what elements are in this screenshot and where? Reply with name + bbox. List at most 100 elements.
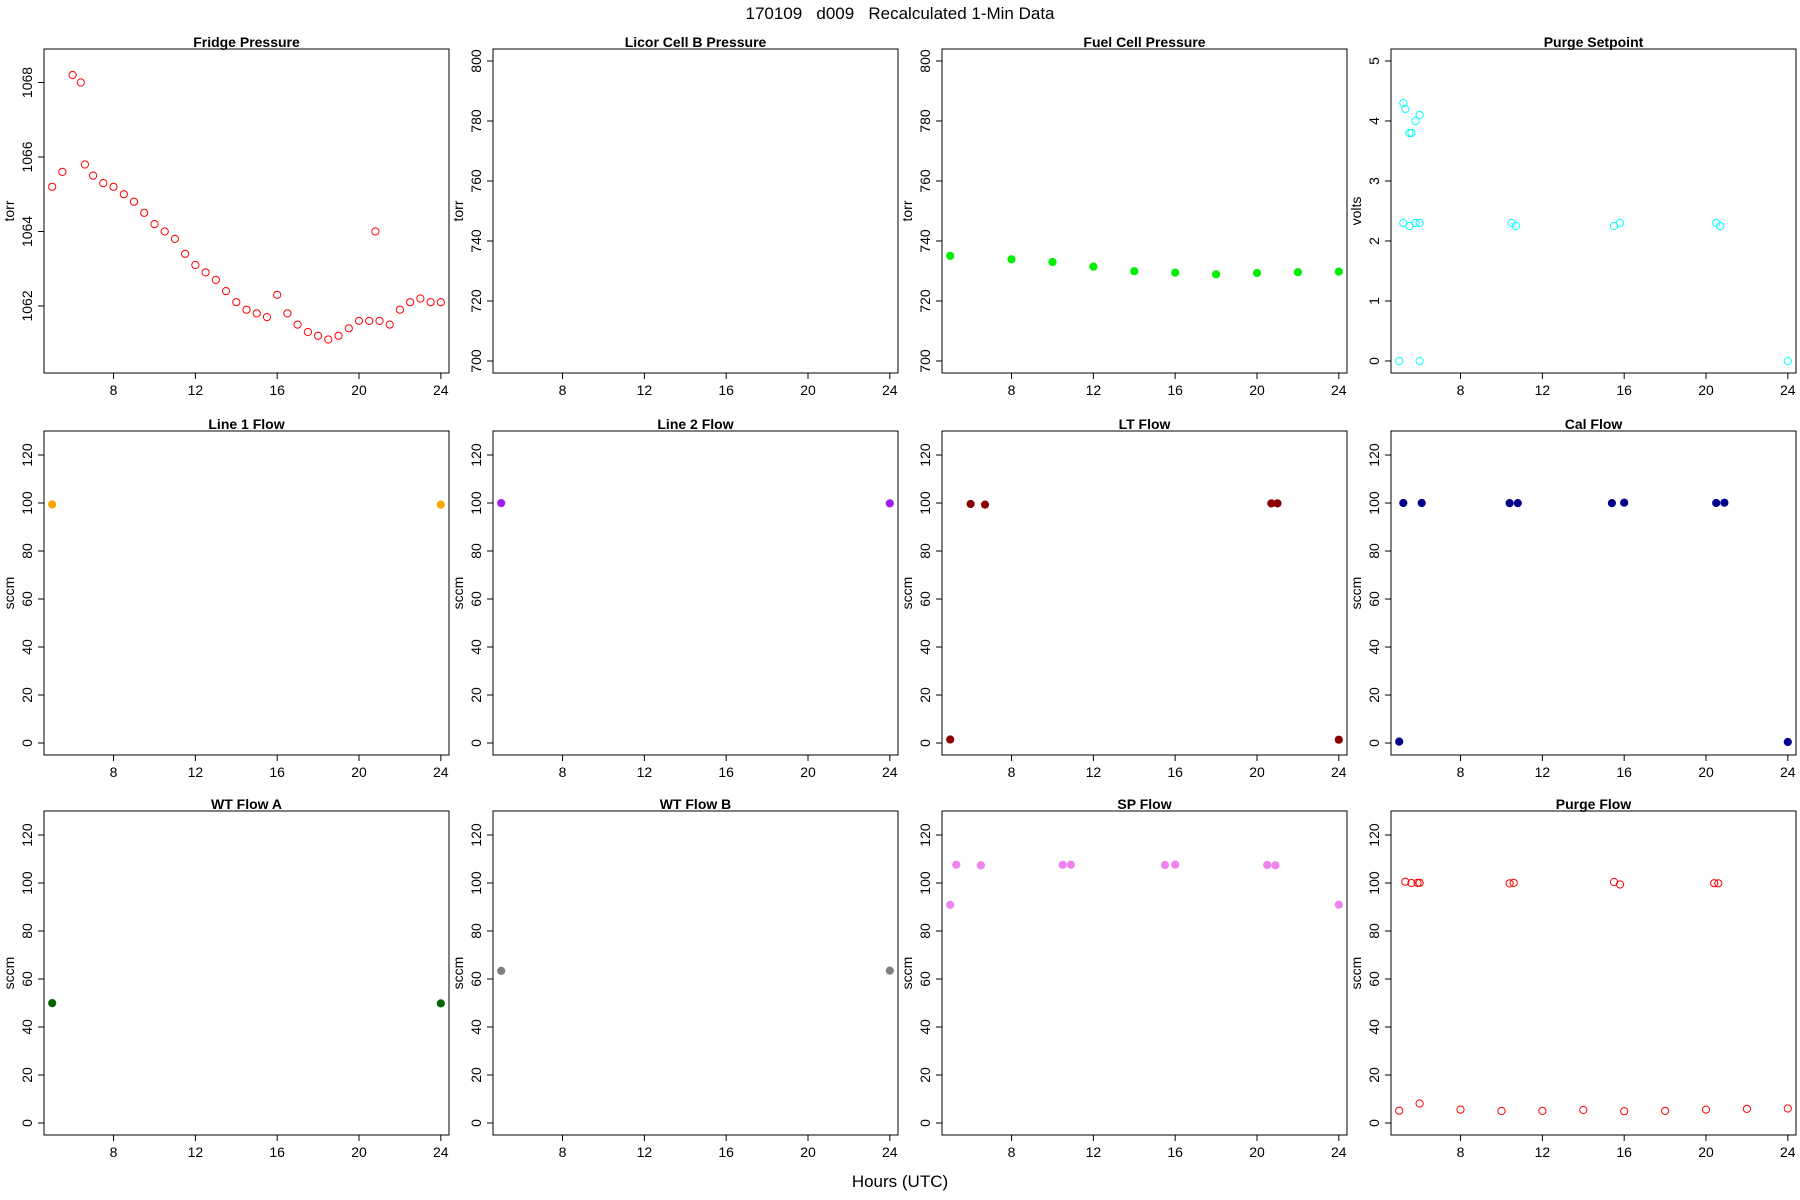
panel-wt-flow-a: WT Flow A 8 12 16 20 24 0 20 40 60 80 100 120 sccm	[1, 796, 450, 1160]
y-tick-label: 40	[468, 1019, 484, 1035]
data-point	[232, 298, 241, 307]
plot-frame	[1390, 48, 1797, 374]
data-point	[952, 860, 961, 869]
y-tick-label: 700	[468, 349, 484, 373]
y-tick-label: 1062	[19, 290, 35, 321]
panel-title: Fridge Pressure	[193, 34, 300, 50]
data-point	[1007, 255, 1016, 264]
y-tick-label: 80	[19, 543, 35, 559]
x-tick-label: 12	[1535, 382, 1551, 398]
y-tick-label: 800	[468, 49, 484, 73]
y-axis-label: torr	[899, 200, 915, 221]
panel-fuel-cell-pressure: Fuel Cell Pressure 8 12 16 20 24 700 720 740 760 7…	[899, 34, 1348, 398]
y-tick-label: 0	[1366, 357, 1382, 365]
data-point	[1415, 218, 1424, 228]
figure-xlabel: Hours (UTC)	[851, 1172, 949, 1191]
data-point	[1401, 104, 1410, 114]
y-axis-label: sccm	[450, 577, 466, 610]
data-point	[1415, 1099, 1424, 1108]
plot-frame	[492, 430, 899, 756]
data-point	[1334, 735, 1343, 744]
y-tick-label: 0	[19, 739, 35, 747]
x-tick-label: 12	[188, 1144, 204, 1160]
y-tick-label: 100	[1366, 491, 1382, 515]
data-point	[1273, 499, 1282, 508]
data-point	[109, 182, 118, 191]
x-tick-label: 20	[800, 382, 816, 398]
y-tick-label: 3	[1366, 177, 1382, 185]
y-tick-label: 60	[19, 591, 35, 607]
data-point	[273, 290, 282, 299]
data-point	[1742, 1104, 1752, 1114]
data-point	[314, 331, 323, 340]
x-tick-label: 24	[1331, 382, 1347, 398]
y-axis-label: torr	[450, 200, 466, 221]
data-point	[966, 499, 975, 509]
plot-frame	[43, 430, 450, 756]
x-tick-label: 16	[1616, 382, 1632, 398]
data-point	[1334, 900, 1343, 909]
plot-frame	[492, 48, 899, 374]
x-tick-label: 16	[1167, 1144, 1183, 1160]
data-point	[1783, 737, 1792, 747]
y-tick-label: 740	[468, 229, 484, 253]
y-tick-label: 780	[468, 109, 484, 133]
data-point	[1616, 880, 1625, 889]
data-point	[1661, 1106, 1670, 1116]
x-tick-label: 8	[1008, 382, 1016, 398]
y-tick-label: 40	[1366, 1019, 1382, 1035]
x-tick-label: 8	[559, 764, 567, 780]
y-tick-label: 100	[19, 491, 35, 515]
data-point	[58, 167, 67, 176]
data-point	[1417, 498, 1426, 508]
x-tick-label: 24	[882, 382, 898, 398]
plot-frame	[941, 430, 1348, 756]
data-point	[119, 190, 128, 199]
x-tick-label: 12	[637, 382, 653, 398]
panel-title: WT Flow A	[211, 796, 282, 812]
x-tick-label: 20	[1698, 764, 1714, 780]
data-point	[48, 500, 57, 509]
y-tick-label: 120	[1366, 443, 1382, 467]
panel-title: Line 2 Flow	[657, 416, 733, 432]
data-point	[1507, 218, 1516, 228]
data-point	[1616, 218, 1625, 228]
x-tick-label: 12	[637, 764, 653, 780]
data-point	[303, 327, 312, 337]
x-tick-label: 20	[1698, 382, 1714, 398]
panel-title: Cal Flow	[1565, 416, 1623, 432]
x-tick-label: 20	[1249, 764, 1265, 780]
data-point	[1271, 861, 1280, 870]
x-tick-label: 24	[882, 764, 898, 780]
data-point	[436, 500, 445, 509]
data-point	[1395, 737, 1404, 746]
y-tick-label: 60	[468, 591, 484, 607]
data-point	[1411, 116, 1420, 126]
y-tick-label: 60	[1366, 971, 1382, 987]
data-point	[324, 335, 333, 344]
y-tick-label: 80	[468, 543, 484, 559]
data-point	[334, 331, 343, 340]
panel-title: Purge Setpoint	[1544, 34, 1644, 50]
x-tick-label: 12	[1086, 764, 1102, 780]
y-tick-label: 40	[19, 639, 35, 655]
x-tick-label: 16	[718, 382, 734, 398]
data-point	[68, 70, 77, 80]
data-point	[1511, 221, 1520, 231]
y-tick-label: 0	[19, 1119, 35, 1127]
x-tick-label: 12	[637, 1144, 653, 1160]
x-tick-label: 16	[1167, 382, 1183, 398]
data-point	[385, 320, 394, 329]
y-tick-label: 800	[917, 49, 933, 73]
data-point	[946, 735, 955, 744]
data-point	[1407, 128, 1416, 138]
data-point	[1407, 878, 1416, 888]
y-axis-label: sccm	[450, 957, 466, 990]
y-tick-label: 120	[1366, 823, 1382, 847]
y-tick-label: 20	[917, 1067, 933, 1083]
data-point	[1263, 860, 1272, 870]
x-tick-label: 16	[269, 764, 285, 780]
